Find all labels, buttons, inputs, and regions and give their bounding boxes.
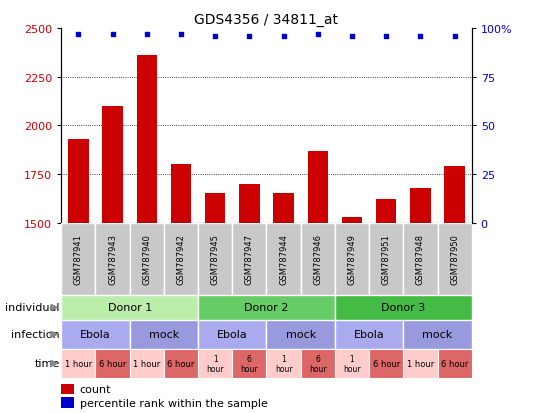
Bar: [95, 349, 130, 378]
Bar: [335, 320, 403, 349]
Bar: [301, 223, 335, 295]
Point: [142, 31, 151, 38]
Bar: [403, 320, 472, 349]
Point: [108, 31, 117, 38]
Bar: [171, 165, 191, 223]
Bar: [308, 151, 328, 223]
Text: mock: mock: [149, 330, 179, 339]
Bar: [232, 223, 266, 295]
Text: infection: infection: [11, 330, 60, 339]
Bar: [445, 167, 465, 223]
Point: [416, 33, 425, 40]
Text: time: time: [34, 358, 60, 368]
Bar: [266, 320, 335, 349]
Text: Donor 2: Donor 2: [244, 303, 289, 313]
Text: GSM787949: GSM787949: [348, 234, 357, 285]
Text: GSM787951: GSM787951: [382, 234, 391, 285]
Bar: [335, 349, 369, 378]
Bar: [130, 320, 198, 349]
Text: GSM787940: GSM787940: [142, 234, 151, 285]
Bar: [61, 295, 198, 320]
Text: 1
hour: 1 hour: [206, 354, 224, 373]
Text: 6
hour: 6 hour: [240, 354, 258, 373]
Bar: [164, 223, 198, 295]
Text: 1 hour: 1 hour: [65, 359, 92, 368]
Text: 1 hour: 1 hour: [407, 359, 434, 368]
Text: GSM787947: GSM787947: [245, 234, 254, 285]
Bar: [403, 223, 438, 295]
Text: Ebola: Ebola: [354, 330, 384, 339]
Bar: [136, 56, 157, 223]
Text: mock: mock: [286, 330, 316, 339]
Text: mock: mock: [422, 330, 453, 339]
Point: [245, 33, 254, 40]
Text: 6 hour: 6 hour: [441, 359, 469, 368]
Bar: [266, 223, 301, 295]
Bar: [130, 349, 164, 378]
Point: [177, 31, 185, 38]
Title: GDS4356 / 34811_at: GDS4356 / 34811_at: [195, 12, 338, 26]
Point: [211, 33, 220, 40]
Bar: [369, 223, 403, 295]
Bar: [198, 349, 232, 378]
Text: count: count: [80, 385, 111, 394]
Text: Ebola: Ebola: [217, 330, 248, 339]
Point: [279, 33, 288, 40]
Point: [74, 31, 83, 38]
Bar: [68, 140, 88, 223]
Point: [450, 33, 459, 40]
Text: 1
hour: 1 hour: [275, 354, 293, 373]
Text: 6 hour: 6 hour: [99, 359, 126, 368]
Text: 6 hour: 6 hour: [167, 359, 195, 368]
Text: GSM787944: GSM787944: [279, 234, 288, 285]
Text: individual: individual: [5, 303, 60, 313]
Bar: [61, 320, 130, 349]
Text: Donor 1: Donor 1: [108, 303, 152, 313]
Text: 6
hour: 6 hour: [309, 354, 327, 373]
Point: [313, 31, 322, 38]
Bar: [301, 349, 335, 378]
Bar: [376, 200, 397, 223]
Bar: [61, 397, 74, 408]
Text: GSM787943: GSM787943: [108, 234, 117, 285]
Bar: [198, 223, 232, 295]
Text: GSM787946: GSM787946: [313, 234, 322, 285]
Text: GSM787942: GSM787942: [176, 234, 185, 285]
Bar: [61, 349, 95, 378]
Bar: [410, 188, 431, 223]
Bar: [198, 320, 266, 349]
Bar: [335, 223, 369, 295]
Text: GSM787950: GSM787950: [450, 234, 459, 285]
Bar: [130, 223, 164, 295]
Bar: [438, 223, 472, 295]
Text: GSM787941: GSM787941: [74, 234, 83, 285]
Bar: [369, 349, 403, 378]
Point: [382, 33, 391, 40]
Bar: [205, 194, 225, 223]
Bar: [273, 194, 294, 223]
Bar: [438, 349, 472, 378]
Bar: [61, 384, 74, 394]
Text: GSM787945: GSM787945: [211, 234, 220, 285]
Text: GSM787948: GSM787948: [416, 234, 425, 285]
Text: percentile rank within the sample: percentile rank within the sample: [80, 398, 268, 408]
Point: [348, 33, 356, 40]
Bar: [95, 223, 130, 295]
Bar: [266, 349, 301, 378]
Text: 6 hour: 6 hour: [373, 359, 400, 368]
Bar: [61, 223, 95, 295]
Bar: [232, 349, 266, 378]
Bar: [335, 295, 472, 320]
Text: 1 hour: 1 hour: [133, 359, 160, 368]
Bar: [164, 349, 198, 378]
Bar: [342, 217, 362, 223]
Text: Donor 3: Donor 3: [381, 303, 425, 313]
Bar: [198, 295, 335, 320]
Text: Ebola: Ebola: [80, 330, 111, 339]
Text: 1
hour: 1 hour: [343, 354, 361, 373]
Bar: [403, 349, 438, 378]
Bar: [102, 107, 123, 223]
Bar: [239, 184, 260, 223]
